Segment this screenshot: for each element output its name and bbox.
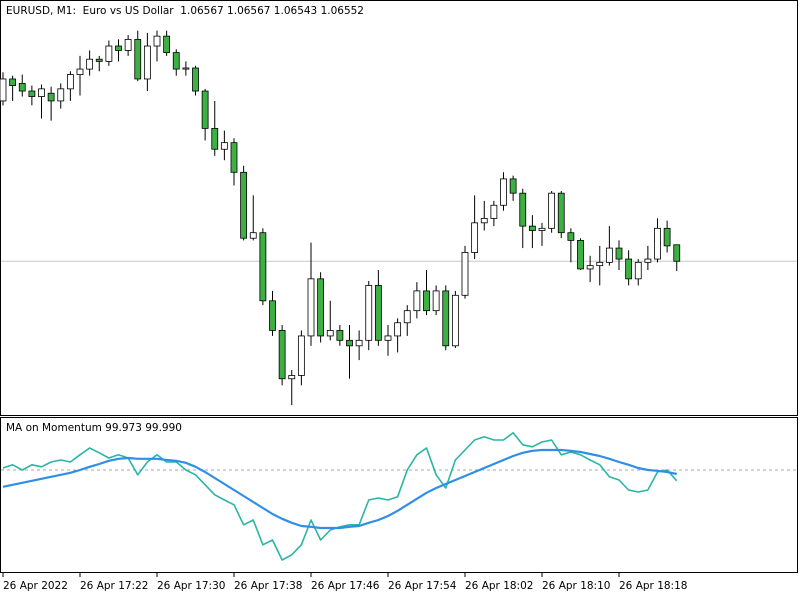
candle-body bbox=[259, 232, 267, 302]
candle-body bbox=[480, 218, 488, 224]
candle-body bbox=[18, 82, 26, 92]
candle-body bbox=[548, 192, 556, 229]
candle-body bbox=[28, 90, 36, 97]
x-tick-label: 26 Apr 17:46 bbox=[311, 580, 380, 592]
candle-body bbox=[413, 290, 421, 312]
candle-body bbox=[596, 261, 604, 267]
candle-body bbox=[615, 247, 623, 260]
candle-body bbox=[519, 192, 527, 227]
candle-body bbox=[172, 52, 180, 70]
candle-body bbox=[336, 330, 344, 341]
candle-body bbox=[0, 78, 7, 102]
candle-body bbox=[403, 310, 411, 324]
candle-body bbox=[163, 35, 171, 54]
indicator-line bbox=[2, 431, 678, 561]
candle-body bbox=[201, 90, 209, 129]
candle-body bbox=[153, 35, 161, 47]
candle-body bbox=[124, 39, 132, 51]
candle-body bbox=[557, 192, 565, 234]
candle-body bbox=[211, 127, 219, 150]
candle-body bbox=[365, 285, 373, 341]
candle-body bbox=[490, 204, 498, 219]
candle-body bbox=[528, 225, 536, 231]
candle-body bbox=[384, 335, 392, 341]
candle-body bbox=[297, 335, 305, 376]
candle-body bbox=[394, 322, 402, 337]
candle-body bbox=[634, 261, 642, 280]
candle-body bbox=[663, 227, 671, 247]
price-title: EURUSD, M1: Euro vs US Dollar 1.06567 1.… bbox=[6, 5, 364, 17]
candle-body bbox=[240, 171, 248, 239]
candle-body bbox=[76, 68, 84, 75]
candle-body bbox=[182, 67, 190, 70]
candle-body bbox=[451, 294, 459, 347]
x-tick-label: 26 Apr 17:30 bbox=[157, 580, 225, 592]
candle-body bbox=[625, 258, 633, 280]
candle-body bbox=[586, 265, 594, 270]
candle-body bbox=[9, 78, 17, 86]
candle-body bbox=[57, 88, 65, 102]
price-panel bbox=[0, 0, 798, 416]
candle-body bbox=[432, 290, 440, 312]
candle-body bbox=[38, 88, 45, 97]
candle-body bbox=[605, 247, 613, 263]
candle-body bbox=[288, 375, 296, 380]
candle-body bbox=[220, 142, 228, 150]
candle-body bbox=[500, 178, 507, 206]
candle-body bbox=[66, 74, 74, 90]
candle-body bbox=[509, 178, 517, 194]
candle-body bbox=[134, 39, 142, 80]
candle-body bbox=[442, 290, 450, 347]
candle-body bbox=[326, 330, 334, 337]
x-tick-label: 26 Apr 17:54 bbox=[388, 580, 457, 592]
candle-body bbox=[192, 67, 199, 92]
candle-body bbox=[567, 232, 575, 241]
candle-body bbox=[577, 239, 584, 270]
x-tick-label: 26 Apr 18:18 bbox=[619, 580, 687, 592]
indicator-panel bbox=[0, 417, 798, 573]
indicator-title: MA on Momentum 99.973 99.990 bbox=[6, 422, 182, 434]
candle-body bbox=[307, 278, 315, 337]
candle-body bbox=[269, 300, 276, 331]
candle-body bbox=[654, 227, 661, 260]
indicator-line bbox=[2, 448, 677, 530]
x-tick-label: 26 Apr 17:38 bbox=[234, 580, 302, 592]
candle-body bbox=[105, 45, 113, 62]
candle-body bbox=[115, 45, 122, 51]
x-tick-label: 26 Apr 2022 bbox=[3, 580, 68, 592]
candle-body bbox=[346, 339, 353, 347]
candle-body bbox=[95, 58, 103, 62]
candle-body bbox=[538, 227, 546, 231]
candle-body bbox=[86, 58, 94, 70]
candle-body bbox=[374, 285, 382, 341]
candle-body bbox=[423, 290, 430, 312]
candle-body bbox=[461, 252, 469, 296]
candle-body bbox=[355, 339, 363, 347]
candle-body bbox=[230, 142, 238, 173]
candle-body bbox=[317, 278, 325, 337]
x-tick-label: 26 Apr 17:22 bbox=[80, 580, 148, 592]
candle-body bbox=[673, 244, 681, 262]
x-tick-label: 26 Apr 18:10 bbox=[542, 580, 610, 592]
candle-body bbox=[644, 258, 652, 263]
candle-body bbox=[471, 222, 479, 253]
x-tick-label: 26 Apr 18:02 bbox=[465, 580, 533, 592]
candle-body bbox=[143, 45, 151, 80]
candle-body bbox=[249, 232, 257, 239]
candle-body bbox=[278, 330, 286, 380]
candle-body bbox=[47, 92, 55, 102]
